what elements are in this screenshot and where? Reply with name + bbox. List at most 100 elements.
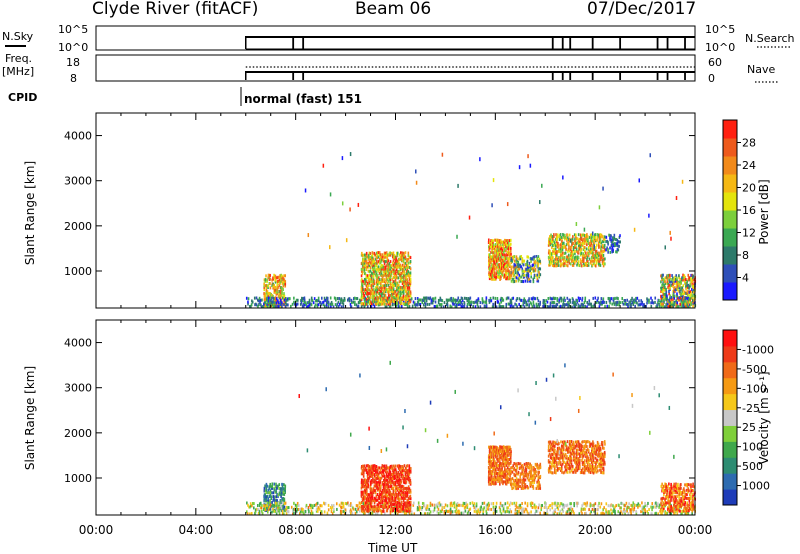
data-cell [691,280,693,284]
data-cell [279,506,281,510]
data-cell [385,490,388,494]
data-cell [522,269,524,273]
data-cell [392,265,395,269]
data-cell [430,301,433,305]
data-cell [362,293,365,297]
data-cell [399,470,402,474]
data-cell [434,504,437,508]
data-cell [665,294,667,298]
data-cell [577,501,580,505]
data-cell [316,502,318,506]
data-cell [602,186,604,191]
data-cell [392,503,395,507]
data-cell [373,469,376,473]
data-cell [489,255,491,259]
data-cell [561,245,564,249]
data-cell [514,269,517,273]
data-cell [677,288,679,292]
data-cell [611,247,613,251]
data-cell [565,237,568,241]
data-cell [674,280,677,284]
data-cell [575,235,577,239]
data-cell [609,301,611,305]
data-cell [517,265,519,269]
data-cell [488,300,491,304]
data-cell [685,304,687,308]
data-cell [412,503,415,507]
data-cell [502,240,504,244]
power-colorbar-label: Power [dB] [757,179,771,244]
data-cell [370,288,373,292]
data-cell [618,235,621,239]
data-cell [382,469,385,473]
data-cell [388,497,391,501]
data-cell [588,508,590,512]
data-cell [371,479,374,483]
data-cell [418,508,421,512]
data-cell [450,299,453,303]
data-cell [562,303,564,307]
data-cell [590,247,593,251]
data-cell [399,485,402,489]
data-cell [273,285,276,289]
data-cell [378,294,381,298]
data-cell [654,512,656,516]
data-cell [693,301,695,305]
data-cell [677,286,679,290]
data-cell [641,505,644,509]
data-cell [594,233,597,237]
data-cell [342,304,345,308]
data-cell [395,251,398,255]
data-cell [468,300,471,304]
data-cell [613,510,615,514]
data-cell [456,298,459,302]
data-cell [666,280,669,284]
data-cell [406,297,409,301]
data-cell [568,249,571,253]
data-cell [555,253,558,257]
data-cell [562,232,564,236]
data-cell [540,505,543,509]
data-cell [412,300,415,304]
data-cell [479,305,482,309]
data-cell [551,235,553,239]
data-cell [567,237,569,241]
data-cell [266,494,269,498]
data-cell [630,508,632,512]
data-cell [557,507,560,511]
data-cell [579,239,581,243]
data-cell [393,502,396,506]
data-cell [519,506,522,510]
data-cell [378,478,381,482]
data-cell [681,298,683,302]
data-cell [434,305,437,309]
data-cell [585,504,587,508]
data-cell [309,503,311,507]
data-cell [670,302,672,306]
data-cell [556,512,559,516]
data-cell [378,254,381,258]
data-cell [251,501,254,505]
data-cell [409,283,412,287]
data-cell [570,250,573,254]
data-cell [270,495,273,499]
cpid-text: normal (fast) 151 [244,92,362,106]
data-cell [533,269,535,273]
data-cell [554,296,557,300]
data-cell [571,259,573,263]
data-cell [523,259,526,263]
data-cell [667,275,669,279]
data-cell [310,512,312,516]
data-cell [490,277,493,281]
data-cell [360,493,363,497]
data-cell [310,503,312,507]
data-cell [423,300,426,304]
data-cell [367,485,370,489]
data-cell [681,290,684,294]
data-cell [367,501,370,505]
data-cell [276,492,278,496]
data-cell [513,263,516,267]
data-cell [367,495,369,499]
data-cell [394,482,397,486]
data-cell [364,511,366,515]
